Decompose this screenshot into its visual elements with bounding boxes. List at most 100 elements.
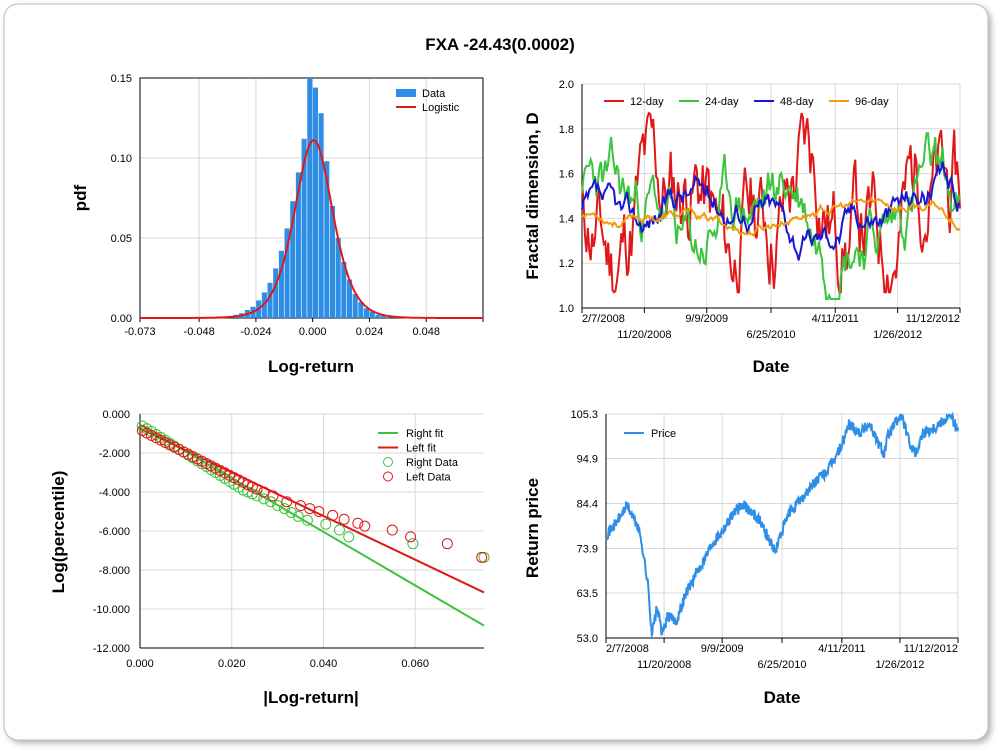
y-tick-label: 0.05	[111, 233, 132, 245]
x-axis-label: Date	[753, 357, 790, 376]
x-axis-label: Log-return	[268, 357, 354, 376]
data-marker-left-data	[251, 483, 263, 495]
histogram-bar	[318, 113, 324, 318]
legend-label: Right fit	[406, 428, 443, 440]
series-line-12-day	[581, 111, 961, 294]
y-tick-label: 84.4	[577, 499, 598, 511]
data-marker-right-data	[343, 531, 355, 543]
data-marker-left-data	[258, 486, 270, 498]
data-marker-right-data	[334, 524, 346, 536]
x-tick-label: 2/7/2008	[582, 313, 625, 325]
histogram-bar	[301, 138, 307, 318]
x-tick-label: 0.048	[412, 326, 440, 338]
y-tick-label: 73.9	[577, 543, 598, 555]
data-marker-left-data	[386, 524, 398, 536]
x-tick-label: 9/9/2009	[701, 643, 744, 655]
y-tick-label: 63.5	[577, 588, 598, 600]
x-tick-label: 11/12/2012	[906, 313, 960, 325]
x-tick-label: 4/11/2011	[818, 643, 865, 655]
y-tick-label: 0.10	[111, 153, 132, 165]
data-marker-right-data	[265, 496, 277, 508]
x-tick-label: 0.000	[126, 658, 154, 670]
logistic-fit-line	[140, 139, 483, 319]
histogram-bar	[341, 262, 347, 318]
x-tick-label: 0.000	[299, 326, 327, 338]
figure-title: FXA -24.43(0.0002)	[425, 35, 575, 54]
y-axis-label: Log(percentile)	[49, 471, 68, 594]
histogram-bar	[352, 294, 358, 318]
histogram-bar	[267, 282, 273, 318]
x-tick-label: 0.024	[356, 326, 384, 338]
data-marker-right-data	[272, 500, 284, 512]
data-marker-left-data	[338, 513, 350, 525]
x-axis-label: |Log-return|	[263, 688, 358, 707]
histogram-bar	[312, 87, 318, 318]
histogram-bar	[375, 314, 381, 318]
data-marker-right-data	[292, 510, 304, 522]
data-marker-left-data	[267, 490, 279, 502]
data-marker-right-data	[301, 514, 313, 526]
y-tick-label: 94.9	[577, 454, 598, 466]
x-tick-label: 11/20/2008	[637, 659, 691, 671]
x-tick-label: 6/25/2010	[747, 329, 796, 341]
y-tick-label: 0.15	[111, 73, 132, 85]
y-tick-label: 53.0	[577, 633, 598, 645]
y-tick-label: 1.6	[559, 169, 574, 181]
histogram-bar	[329, 206, 336, 318]
legend-label-12-day: 12-day	[630, 96, 664, 108]
y-axis-label: Fractal dimension, D	[523, 112, 542, 279]
histogram-bar	[273, 268, 279, 318]
y-tick-label: 1.2	[559, 258, 574, 270]
histogram-bar	[284, 228, 290, 318]
series-line-96-day	[581, 196, 961, 238]
y-tick-label: 0.000	[102, 409, 130, 421]
x-tick-label: -0.048	[184, 326, 215, 338]
tail-log-percentile-panel: 0.000 0.020 0.040 0.060 0.000 -2.000 -4.000 -6.…	[49, 409, 490, 707]
histogram-bar	[307, 78, 313, 318]
y-tick-label: -4.000	[99, 487, 130, 499]
histogram-bar	[346, 279, 353, 318]
legend-label-24-day: 24-day	[705, 96, 739, 108]
legend-label: Right Data	[406, 457, 459, 469]
data-marker-left-data	[441, 538, 453, 550]
data-marker-right-data	[285, 506, 297, 518]
y-tick-label: 1.8	[559, 124, 574, 136]
legend-label-96-day: 96-day	[855, 96, 889, 108]
x-tick-label: 11/12/2012	[904, 643, 958, 655]
data-marker-right-data	[407, 538, 419, 550]
x-axis-label: Date	[764, 688, 801, 707]
y-axis-label: Return price	[523, 478, 542, 578]
legend-swatch	[383, 457, 393, 467]
data-marker-right-data	[251, 490, 263, 502]
legend-swatch	[383, 471, 393, 482]
data-marker-left-data	[352, 517, 364, 529]
pdf-histogram-panel: -0.073 -0.048 -0.024 0.000 0.024 0.048 0.00 0.0…	[71, 73, 484, 376]
y-tick-label: 105.3	[570, 409, 598, 421]
data-marker-left-data	[313, 506, 325, 517]
x-tick-label: 2/7/2008	[606, 643, 649, 655]
data-marker-left-data	[281, 496, 293, 508]
x-tick-label: 0.020	[218, 658, 246, 670]
histogram-bar	[295, 172, 301, 318]
y-tick-label: 0.00	[111, 313, 132, 325]
histogram-bar	[335, 238, 341, 318]
x-tick-label: -0.073	[124, 326, 155, 338]
x-tick-label: 9/9/2009	[685, 313, 728, 325]
y-tick-label: 2.0	[559, 79, 574, 91]
y-tick-label: -6.000	[99, 526, 130, 538]
panel-card	[3, 3, 989, 741]
legend-label-48-day: 48-day	[780, 96, 814, 108]
data-marker-left-data	[405, 531, 417, 543]
x-tick-label: 11/20/2008	[617, 329, 671, 341]
y-tick-label: -2.000	[99, 448, 130, 460]
x-tick-label: 4/11/2011	[812, 313, 859, 325]
legend-label: Left Data	[406, 472, 452, 484]
x-tick-label: 6/25/2010	[758, 659, 807, 671]
x-tick-label: 1/26/2012	[875, 659, 924, 671]
x-tick-label: 0.060	[401, 658, 429, 670]
legend-label-data: Data	[422, 88, 446, 100]
histogram-bar	[369, 311, 375, 318]
histogram-bar	[381, 314, 387, 318]
y-axis-label: pdf	[71, 184, 90, 211]
